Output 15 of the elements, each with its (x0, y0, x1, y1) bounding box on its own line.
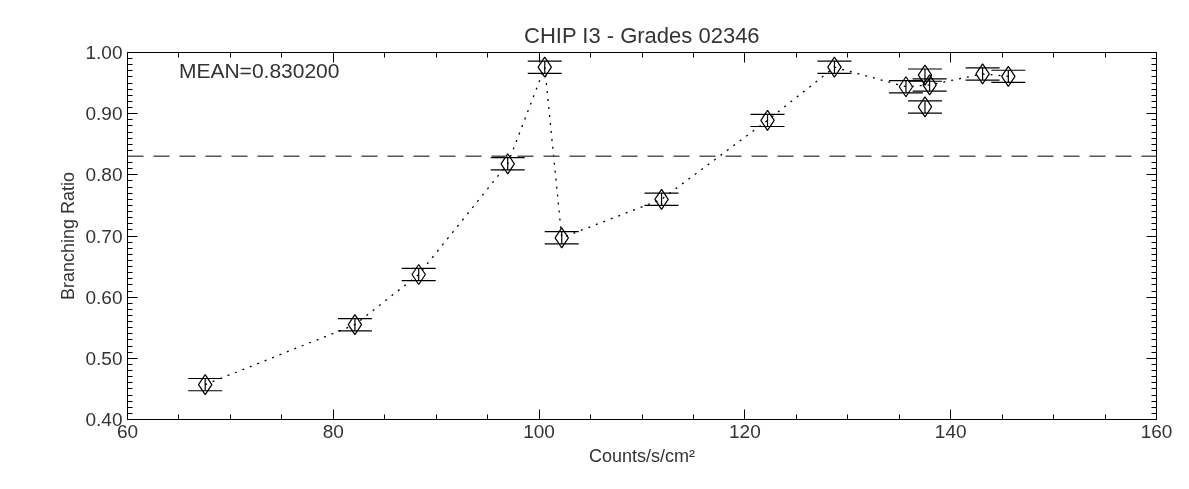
x-tick-label: 160 (1140, 420, 1173, 442)
y-tick-label: 0.70 (85, 225, 123, 247)
x-tick-label: 80 (322, 420, 344, 442)
chart-title: CHIP I3 - Grades 02346 (524, 22, 760, 48)
x-tick-label: 140 (934, 420, 967, 442)
ref-line-label: MEAN=0.830200 (178, 58, 340, 82)
x-axis-title: Counts/s/cm² (588, 445, 696, 466)
x-tick-label: 120 (729, 420, 761, 442)
y-tick-label: 0.80 (85, 164, 123, 186)
y-tick-label: 0.60 (85, 286, 123, 308)
y-tick-label: 0.50 (85, 347, 123, 369)
y-tick-label: 0.90 (85, 103, 123, 125)
y-axis-title: Branching Ratio (57, 171, 78, 301)
y-tick-label: 1.00 (85, 42, 123, 63)
x-tick-label: 100 (523, 420, 555, 442)
